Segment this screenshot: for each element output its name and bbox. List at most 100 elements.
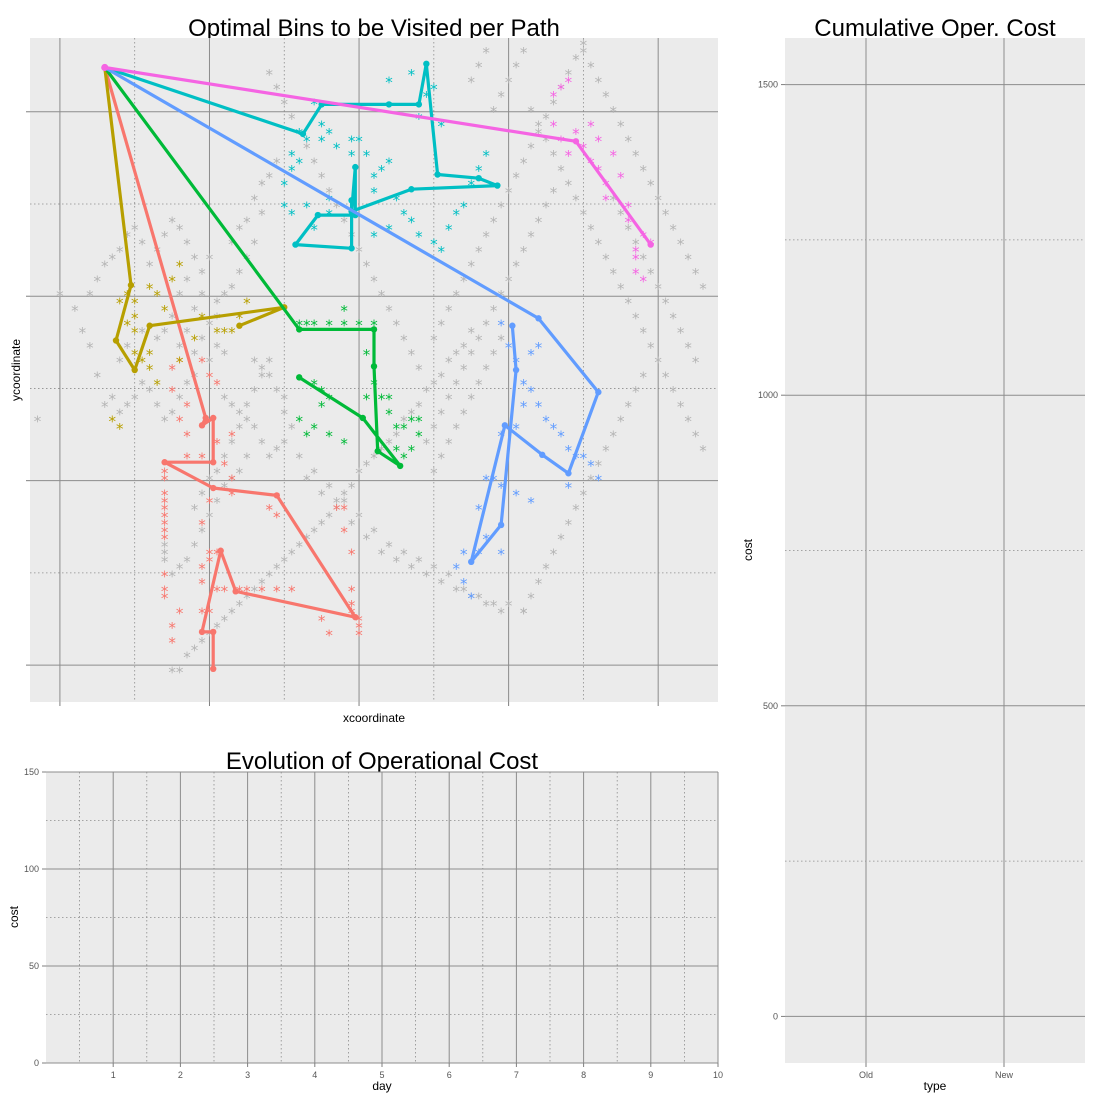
- path-1-bin-marker: *: [206, 604, 214, 622]
- unvisited-bin-marker: *: [333, 501, 341, 519]
- path-1-bin-marker: *: [161, 590, 169, 608]
- unvisited-bin-marker: *: [692, 427, 700, 445]
- unvisited-bin-marker: *: [153, 398, 161, 416]
- path-1-bin-marker: *: [221, 457, 229, 475]
- unvisited-bin-marker: *: [236, 405, 244, 423]
- path-3-bin-marker: *: [310, 317, 318, 335]
- path-1-bin-marker: *: [198, 354, 206, 372]
- unvisited-bin-marker: *: [467, 258, 475, 276]
- unvisited-bin-marker: *: [453, 346, 461, 364]
- unvisited-bin-marker: *: [550, 545, 558, 563]
- path-5-stop-point: [535, 315, 542, 322]
- unvisited-bin-marker: *: [198, 634, 206, 652]
- unvisited-bin-marker: *: [161, 228, 169, 246]
- unvisited-bin-marker: *: [266, 368, 274, 386]
- path-1-bin-marker: *: [228, 486, 236, 504]
- unvisited-bin-marker: *: [236, 420, 244, 438]
- cumulative-cost-y-tick-label: 0: [773, 1011, 778, 1021]
- path-1-bin-marker: *: [183, 398, 191, 416]
- unvisited-bin-marker: *: [460, 339, 468, 357]
- unvisited-bin-marker: *: [153, 331, 161, 349]
- unvisited-bin-marker: *: [453, 376, 461, 394]
- cost-evolution-x-tick-label: 5: [379, 1070, 384, 1080]
- unvisited-bin-marker: *: [146, 258, 154, 276]
- path-4-bin-marker: *: [288, 147, 296, 165]
- path-3-bin-marker: *: [295, 413, 303, 431]
- unvisited-bin-marker: *: [662, 295, 670, 313]
- path-1-stop-point: [161, 459, 168, 466]
- path-3-bin-marker: *: [415, 427, 423, 445]
- unvisited-bin-marker: *: [258, 177, 266, 195]
- unvisited-bin-marker: *: [669, 309, 677, 327]
- path-1-stop-point: [210, 459, 217, 466]
- unvisited-bin-marker: *: [535, 575, 543, 593]
- path-1-bin-marker: *: [325, 627, 333, 645]
- path-5-bin-marker: *: [490, 472, 498, 490]
- unvisited-bin-marker: *: [572, 501, 580, 519]
- path-4-bin-marker: *: [355, 132, 363, 150]
- path-1-bin-marker: *: [168, 634, 176, 652]
- path-1-bin-marker: *: [161, 582, 169, 600]
- unvisited-bin-marker: *: [221, 391, 229, 409]
- unvisited-bin-marker: *: [385, 538, 393, 556]
- path-3-bin-marker: *: [393, 442, 401, 460]
- path-2-bin-marker: *: [236, 309, 244, 327]
- unvisited-bin-marker: *: [482, 317, 490, 335]
- unvisited-bin-marker: *: [86, 287, 94, 305]
- path-5-bin-marker: *: [497, 545, 505, 563]
- unvisited-bin-marker: *: [355, 243, 363, 261]
- unvisited-bin-marker: *: [123, 398, 131, 416]
- path-1-bin-marker: *: [176, 354, 184, 372]
- unvisited-bin-marker: *: [445, 354, 453, 372]
- unvisited-bin-marker: *: [453, 582, 461, 600]
- unvisited-bin-marker: *: [482, 597, 490, 615]
- path-1-bin-marker: *: [213, 376, 221, 394]
- unvisited-bin-marker: *: [251, 420, 259, 438]
- unvisited-bin-marker: *: [460, 405, 468, 423]
- unvisited-bin-marker: *: [490, 346, 498, 364]
- path-4-bin-marker: *: [303, 199, 311, 217]
- path-1-bin-marker: *: [176, 413, 184, 431]
- cost-evolution-ylabel: cost: [7, 905, 21, 928]
- unvisited-bin-marker: *: [221, 612, 229, 630]
- cost-evolution-y-tick-label: 150: [24, 767, 39, 777]
- unvisited-bin-marker: *: [161, 545, 169, 563]
- path-2-bin-marker: *: [228, 324, 236, 342]
- unvisited-bin-marker: *: [639, 324, 647, 342]
- path-5-stop-point: [509, 322, 516, 329]
- unvisited-bin-marker: *: [445, 391, 453, 409]
- path-1-bin-marker: *: [161, 464, 169, 482]
- unvisited-bin-marker: *: [288, 110, 296, 128]
- path-bins: * * * * * * * * * * * * * * * * * * * * * * * * * * * * * * * * * * * * * * * *…: [109, 66, 655, 652]
- path-3-bin-marker: *: [325, 317, 333, 335]
- unvisited-bin-marker: *: [243, 590, 251, 608]
- unvisited-bin-marker: *: [512, 169, 520, 187]
- path-4-bin-marker: *: [385, 154, 393, 172]
- unvisited-bin-marker: *: [385, 302, 393, 320]
- unvisited-bin-marker: *: [572, 191, 580, 209]
- path-1-bin-marker: *: [213, 435, 221, 453]
- path-3-bin-marker: *: [325, 427, 333, 445]
- unvisited-bin-marker: *: [400, 331, 408, 349]
- unvisited-bin-marker: *: [363, 258, 371, 276]
- unvisited-bin-marker: *: [453, 287, 461, 305]
- unvisited-bin-marker: *: [415, 361, 423, 379]
- unvisited-bin-marker: *: [370, 272, 378, 290]
- unvisited-bin-marker: *: [251, 191, 259, 209]
- path-3-bin-marker: *: [385, 391, 393, 409]
- unvisited-bin-marker: *: [183, 236, 191, 254]
- path-2-bin-marker: *: [123, 317, 131, 335]
- unvisited-bin-marker: *: [243, 450, 251, 468]
- path-2-bin-marker: *: [168, 272, 176, 290]
- unvisited-bin-marker: *: [497, 199, 505, 217]
- unvisited-bin-marker: *: [325, 184, 333, 202]
- path-4-stop-point: [434, 171, 441, 178]
- unvisited-bin-marker: *: [632, 236, 640, 254]
- unvisited-bin-marker: *: [512, 258, 520, 276]
- unvisited-bin-marker: *: [206, 627, 214, 645]
- path-5-stop-point: [565, 470, 572, 477]
- path-3-bin-marker: *: [415, 413, 423, 431]
- path-1-stop-point: [198, 422, 206, 429]
- unvisited-bin-marker: *: [647, 339, 655, 357]
- path-6-bin-marker: *: [565, 73, 573, 91]
